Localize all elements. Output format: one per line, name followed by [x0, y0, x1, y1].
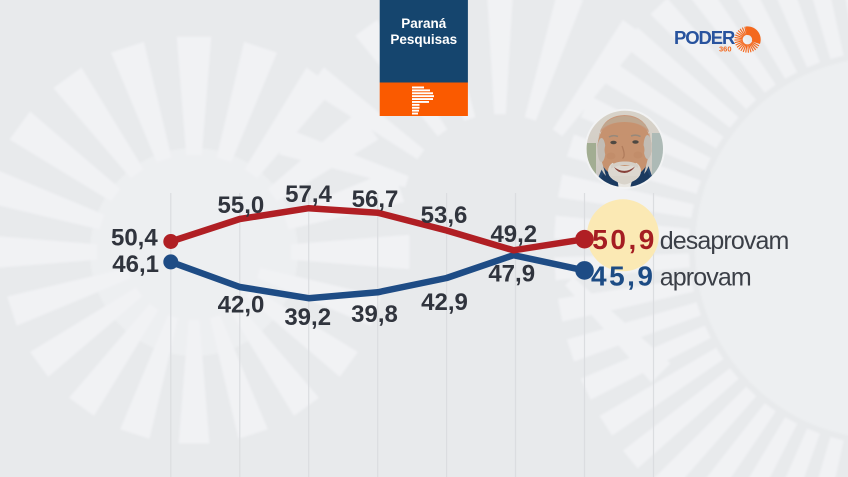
svg-text:aprovam: aprovam	[660, 264, 751, 292]
svg-text:42,0: 42,0	[218, 291, 265, 318]
svg-text:39,8: 39,8	[351, 301, 398, 328]
svg-text:57,4: 57,4	[285, 181, 332, 208]
svg-text:50,4: 50,4	[111, 225, 158, 252]
svg-text:39,2: 39,2	[284, 304, 331, 331]
svg-text:Paraná: Paraná	[401, 16, 447, 31]
svg-text:PODER: PODER	[674, 27, 735, 48]
svg-text:desaprovam: desaprovam	[660, 227, 789, 255]
svg-text:42,9: 42,9	[421, 289, 468, 316]
svg-text:50,9: 50,9	[592, 224, 657, 255]
svg-text:55,0: 55,0	[218, 192, 265, 219]
svg-text:53,6: 53,6	[421, 202, 468, 229]
svg-text:56,7: 56,7	[352, 186, 399, 213]
svg-text:45,9: 45,9	[591, 261, 656, 292]
svg-text:360: 360	[719, 45, 732, 54]
svg-text:Pesquisas: Pesquisas	[390, 32, 457, 47]
svg-text:47,9: 47,9	[488, 261, 535, 288]
svg-text:46,1: 46,1	[112, 251, 159, 278]
svg-text:49,2: 49,2	[490, 221, 537, 248]
